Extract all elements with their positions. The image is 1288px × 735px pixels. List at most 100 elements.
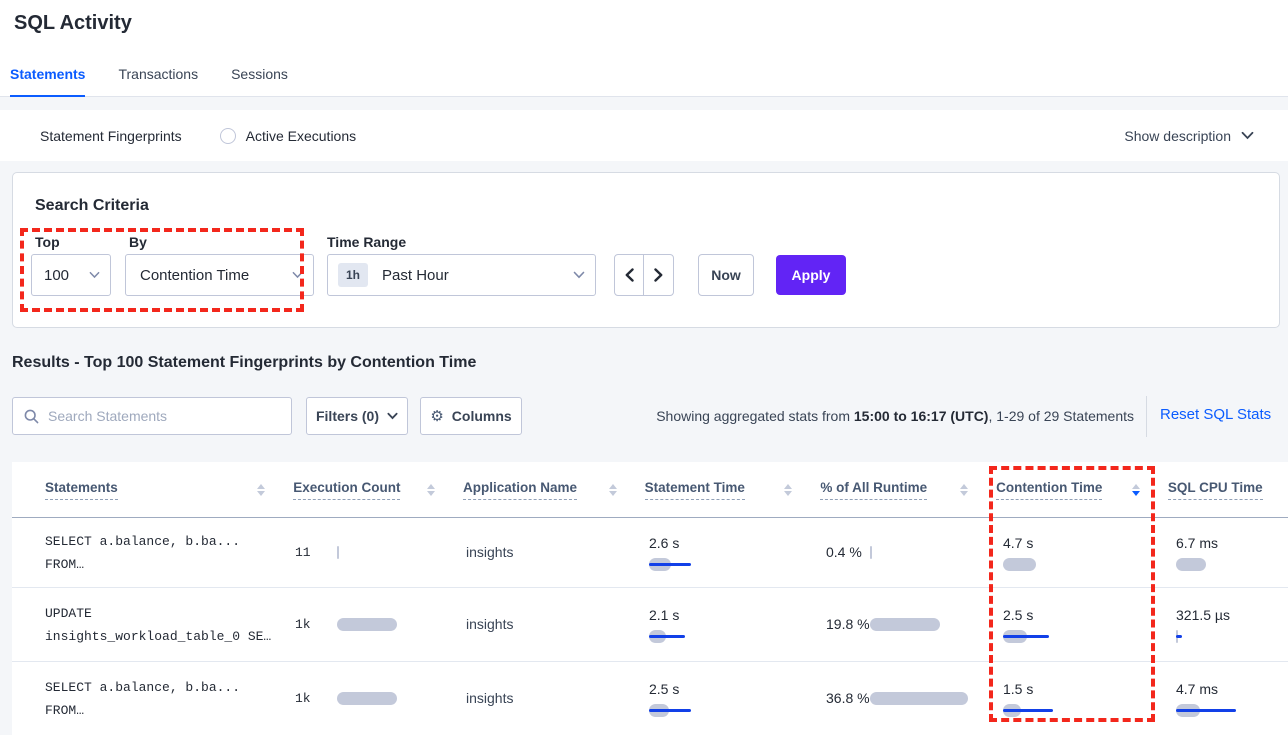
radio-unselected-icon [219, 127, 236, 144]
tab-bar: Statements Transactions Sessions [10, 66, 321, 97]
tab-statements[interactable]: Statements [10, 66, 86, 97]
columns-button[interactable]: ⚙ Columns [420, 397, 522, 435]
bar-chart [649, 630, 826, 643]
column-header-label[interactable]: Statement Time [644, 480, 745, 500]
reset-sql-stats-link[interactable]: Reset SQL Stats [1160, 406, 1272, 423]
stat-bar [870, 618, 940, 631]
statement-cell: SELECT a.balance, b.ba... FROM… [45, 676, 295, 722]
statement-link[interactable]: SELECT a.balance, b.ba... FROM… [45, 679, 241, 718]
filters-label: Filters (0) [315, 408, 379, 424]
stddev-line [1176, 709, 1236, 712]
application-cell: insights [466, 544, 649, 562]
stat-bar [337, 692, 397, 705]
top-label: Top [35, 234, 60, 250]
tab-transactions[interactable]: Transactions [118, 66, 199, 82]
statement-link[interactable]: UPDATE insights_workload_table_0 SE… [45, 605, 272, 644]
sort-icon[interactable] [426, 483, 435, 496]
statement_time-cell: 2.6 s [649, 534, 826, 571]
aggregated-stats-text: Showing aggregated stats from 15:00 to 1… [656, 408, 1134, 424]
chevron-down-icon [573, 271, 585, 279]
table-header-row: Statements Execution Count Application Nam… [12, 462, 1288, 518]
sort-icon[interactable] [960, 483, 969, 496]
contention_time-cell: 2.5 s [1003, 606, 1176, 643]
search-statements-box [12, 397, 292, 435]
search-icon [24, 409, 39, 423]
column-header-label[interactable]: Execution Count [293, 480, 401, 500]
gear-icon: ⚙ [430, 408, 444, 425]
column-header-label[interactable]: % of All Runtime [820, 480, 928, 500]
runtime_pct-cell: 36.8 % [826, 689, 1003, 708]
statement-link[interactable]: SELECT a.balance, b.ba... FROM… [45, 533, 241, 572]
previous-time-button[interactable] [615, 255, 644, 295]
statement-cell: UPDATE insights_workload_table_0 SE… [45, 602, 295, 648]
search-criteria-panel: Search Criteria Top By Time Range 100 Co… [12, 172, 1280, 328]
contention_time-value: 4.7 s [1003, 535, 1034, 551]
stat-bar [1003, 558, 1036, 571]
column-header-label[interactable]: Contention Time [996, 480, 1103, 500]
execution_count-value: 1k [295, 617, 311, 632]
bar-chart [1003, 630, 1176, 643]
chevron-down-icon [387, 412, 398, 420]
filters-button[interactable]: Filters (0) [306, 397, 408, 435]
show-description-toggle[interactable]: Show description [1124, 110, 1254, 161]
search-input[interactable] [48, 408, 268, 424]
bar-chart [649, 704, 826, 717]
apply-button[interactable]: Apply [776, 255, 846, 295]
show-description-label: Show description [1124, 127, 1231, 144]
stat-bar [337, 546, 339, 559]
radio-active-executions[interactable]: Active Executions [219, 127, 356, 144]
runtime_pct-cell: 0.4 % [826, 543, 1003, 562]
statement-cell: SELECT a.balance, b.ba... FROM… [45, 530, 295, 576]
runtime_pct-value: 36.8 % [826, 690, 870, 706]
column-header-application: Application Name [462, 480, 645, 500]
time-range-select[interactable]: 1h Past Hour [327, 254, 596, 296]
time-range-label: Time Range [327, 234, 407, 250]
stddev-line [649, 635, 685, 638]
bar-chart [1176, 558, 1288, 571]
cpu_time-cell: 6.7 ms [1176, 534, 1288, 571]
next-time-button[interactable] [644, 255, 673, 295]
sort-icon[interactable] [257, 483, 266, 496]
time-range-badge: 1h [338, 263, 369, 287]
table-row: SELECT a.balance, b.ba... FROM… 11 insights… [12, 518, 1288, 588]
view-mode-strip: Statement Fingerprints Active Executions… [0, 110, 1288, 233]
sort-icon[interactable] [784, 483, 793, 496]
stat-bar [1176, 558, 1206, 571]
chevron-down-icon [89, 271, 100, 279]
contention_time-value: 2.5 s [1003, 607, 1034, 623]
contention_time-cell: 4.7 s [1003, 534, 1176, 571]
by-select[interactable]: Contention Time [125, 254, 314, 296]
statement_time-cell: 2.5 s [649, 680, 826, 717]
statement_time-value: 2.5 s [649, 681, 680, 697]
stddev-line [649, 563, 691, 566]
column-header-label[interactable]: Statements [45, 480, 118, 500]
cpu_time-cell: 321.5 µs [1176, 606, 1288, 643]
statement_time-value: 2.6 s [649, 535, 680, 551]
execution_count-value: 1k [295, 691, 311, 706]
bar-chart [649, 558, 826, 571]
chevron-down-icon [292, 271, 303, 279]
runtime_pct-cell: 19.8 % [826, 615, 1003, 634]
application-name: insights [466, 615, 514, 632]
table-row: SELECT a.balance, b.ba... FROM… 1k insights… [12, 662, 1288, 735]
cpu_time-value: 321.5 µs [1176, 607, 1230, 623]
application-name: insights [466, 689, 514, 706]
sort-icon[interactable] [1131, 483, 1140, 496]
column-header-label[interactable]: SQL CPU Time [1167, 480, 1263, 500]
bar-chart [1176, 630, 1288, 643]
statement_time-cell: 2.1 s [649, 606, 826, 643]
column-header-label[interactable]: Application Name [462, 480, 577, 500]
execution_count-value: 11 [295, 545, 311, 560]
column-header-runtime_pct: % of All Runtime [820, 480, 996, 500]
sort-icon[interactable] [608, 483, 617, 496]
top-select[interactable]: 100 [31, 254, 111, 296]
time-range-value: Past Hour [382, 266, 449, 284]
cpu_time-value: 6.7 ms [1176, 535, 1219, 551]
chevron-right-icon [654, 268, 663, 282]
search-criteria-title: Search Criteria [35, 197, 149, 214]
execution_count-cell: 11 [295, 545, 466, 560]
now-button[interactable]: Now [698, 254, 754, 296]
stddev-line [649, 709, 691, 712]
radio-statement-fingerprints[interactable]: Statement Fingerprints [30, 128, 182, 233]
tab-sessions[interactable]: Sessions [231, 66, 288, 82]
